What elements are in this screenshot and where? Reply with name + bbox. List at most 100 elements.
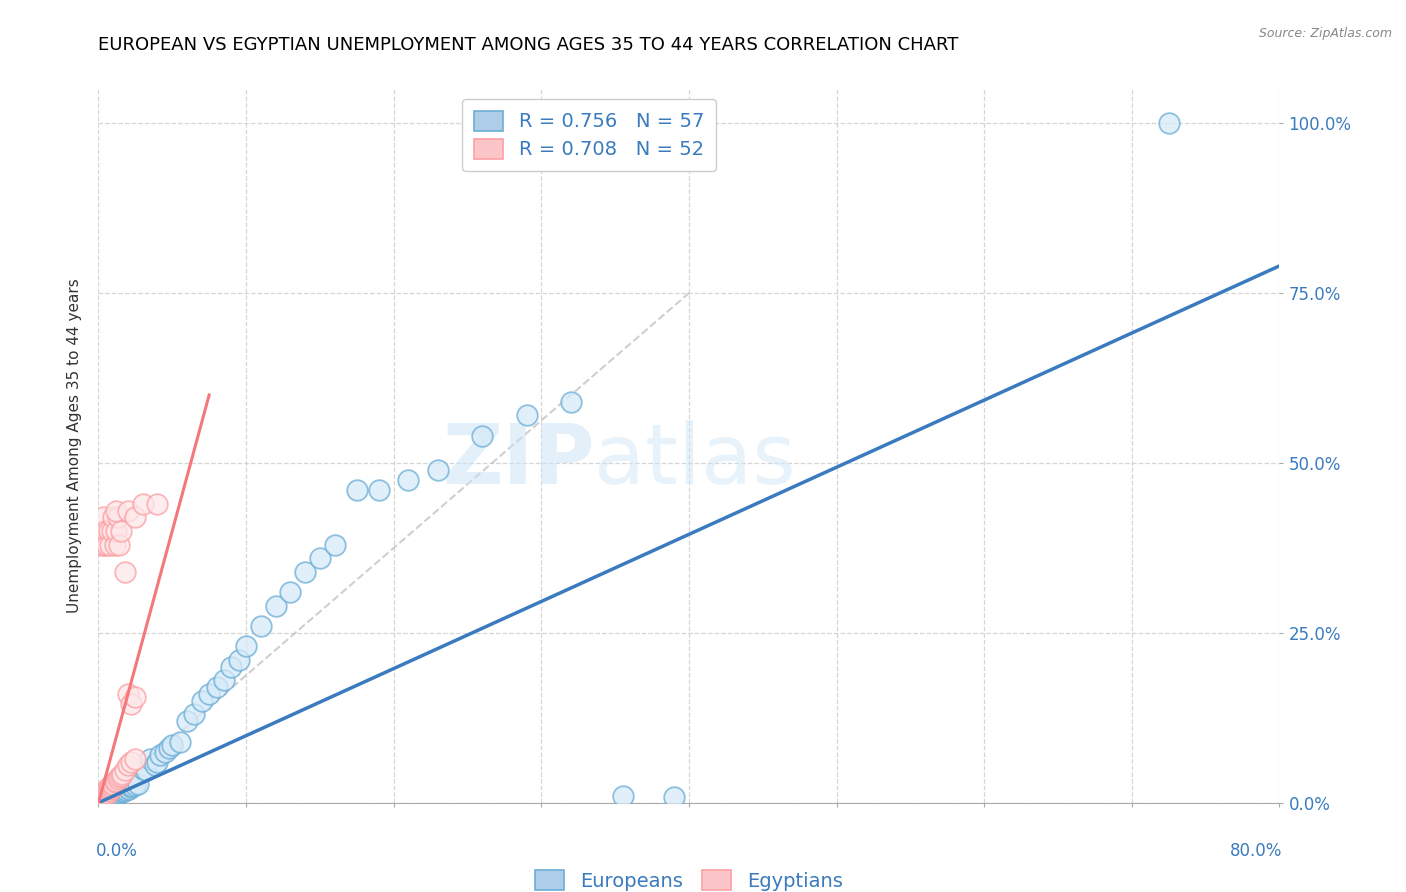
Text: EUROPEAN VS EGYPTIAN UNEMPLOYMENT AMONG AGES 35 TO 44 YEARS CORRELATION CHART: EUROPEAN VS EGYPTIAN UNEMPLOYMENT AMONG …	[98, 36, 959, 54]
Point	[1157, 116, 1180, 130]
Point	[120, 698, 142, 712]
Point	[212, 673, 235, 688]
Point	[146, 497, 169, 511]
Point	[176, 714, 198, 729]
Point	[111, 767, 134, 781]
Text: 80.0%: 80.0%	[1230, 842, 1282, 860]
Point	[98, 537, 121, 551]
Point	[108, 770, 131, 784]
Point	[143, 758, 166, 772]
Point	[97, 783, 120, 797]
Point	[96, 782, 118, 797]
Point	[219, 660, 242, 674]
Point	[120, 780, 142, 794]
Point	[93, 786, 115, 800]
Point	[132, 762, 155, 776]
Point	[96, 537, 118, 551]
Point	[124, 510, 146, 524]
Point	[96, 791, 118, 805]
Point	[107, 772, 129, 786]
Point	[153, 745, 176, 759]
Point	[97, 780, 120, 795]
Point	[103, 779, 125, 793]
Point	[294, 565, 316, 579]
Text: ZIP: ZIP	[441, 420, 595, 500]
Point	[91, 788, 114, 802]
Point	[427, 463, 450, 477]
Point	[104, 789, 127, 803]
Point	[107, 510, 129, 524]
Point	[103, 777, 125, 791]
Point	[205, 680, 228, 694]
Point	[132, 497, 155, 511]
Point	[112, 783, 135, 797]
Point	[396, 473, 419, 487]
Point	[183, 707, 205, 722]
Point	[104, 775, 127, 789]
Point	[309, 551, 332, 566]
Point	[98, 789, 121, 803]
Point	[118, 781, 141, 796]
Text: 0.0%: 0.0%	[96, 842, 138, 860]
Point	[100, 789, 122, 804]
Point	[110, 769, 132, 783]
Point	[120, 755, 142, 769]
Point	[149, 748, 172, 763]
Point	[124, 690, 146, 705]
Point	[103, 788, 125, 802]
Point	[114, 565, 136, 579]
Point	[278, 585, 302, 599]
Point	[127, 777, 149, 791]
Point	[94, 791, 117, 805]
Point	[114, 782, 136, 797]
Point	[124, 778, 146, 792]
Point	[90, 537, 112, 551]
Point	[117, 758, 139, 772]
Point	[121, 780, 143, 794]
Point	[198, 687, 221, 701]
Point	[91, 792, 114, 806]
Point	[97, 790, 120, 805]
Point	[117, 503, 139, 517]
Point	[117, 687, 139, 701]
Point	[100, 780, 122, 795]
Point	[93, 537, 115, 551]
Point	[96, 786, 118, 800]
Point	[103, 510, 125, 524]
Point	[169, 734, 191, 748]
Point	[108, 537, 131, 551]
Point	[114, 763, 136, 777]
Point	[560, 394, 582, 409]
Point	[90, 791, 112, 805]
Point	[323, 537, 346, 551]
Point	[346, 483, 368, 498]
Point	[264, 599, 287, 613]
Point	[612, 789, 634, 803]
Point	[94, 524, 117, 538]
Point	[98, 779, 121, 793]
Point	[191, 694, 214, 708]
Point	[111, 784, 134, 798]
Point	[250, 619, 273, 633]
Point	[515, 409, 537, 423]
Point	[105, 774, 128, 789]
Legend: Europeans, Egyptians: Europeans, Egyptians	[527, 863, 851, 892]
Point	[235, 640, 257, 654]
Point	[108, 786, 131, 800]
Point	[162, 738, 183, 752]
Point	[94, 788, 117, 802]
Point	[105, 503, 128, 517]
Point	[98, 782, 121, 797]
Point	[105, 786, 128, 800]
Y-axis label: Unemployment Among Ages 35 to 44 years: Unemployment Among Ages 35 to 44 years	[66, 278, 82, 614]
Point	[135, 763, 157, 777]
Point	[91, 524, 114, 538]
Point	[105, 524, 128, 538]
Point	[91, 790, 114, 805]
Point	[146, 755, 169, 769]
Point	[110, 524, 132, 538]
Point	[117, 780, 139, 795]
Text: Source: ZipAtlas.com: Source: ZipAtlas.com	[1258, 27, 1392, 40]
Point	[89, 792, 111, 806]
Point	[115, 783, 138, 797]
